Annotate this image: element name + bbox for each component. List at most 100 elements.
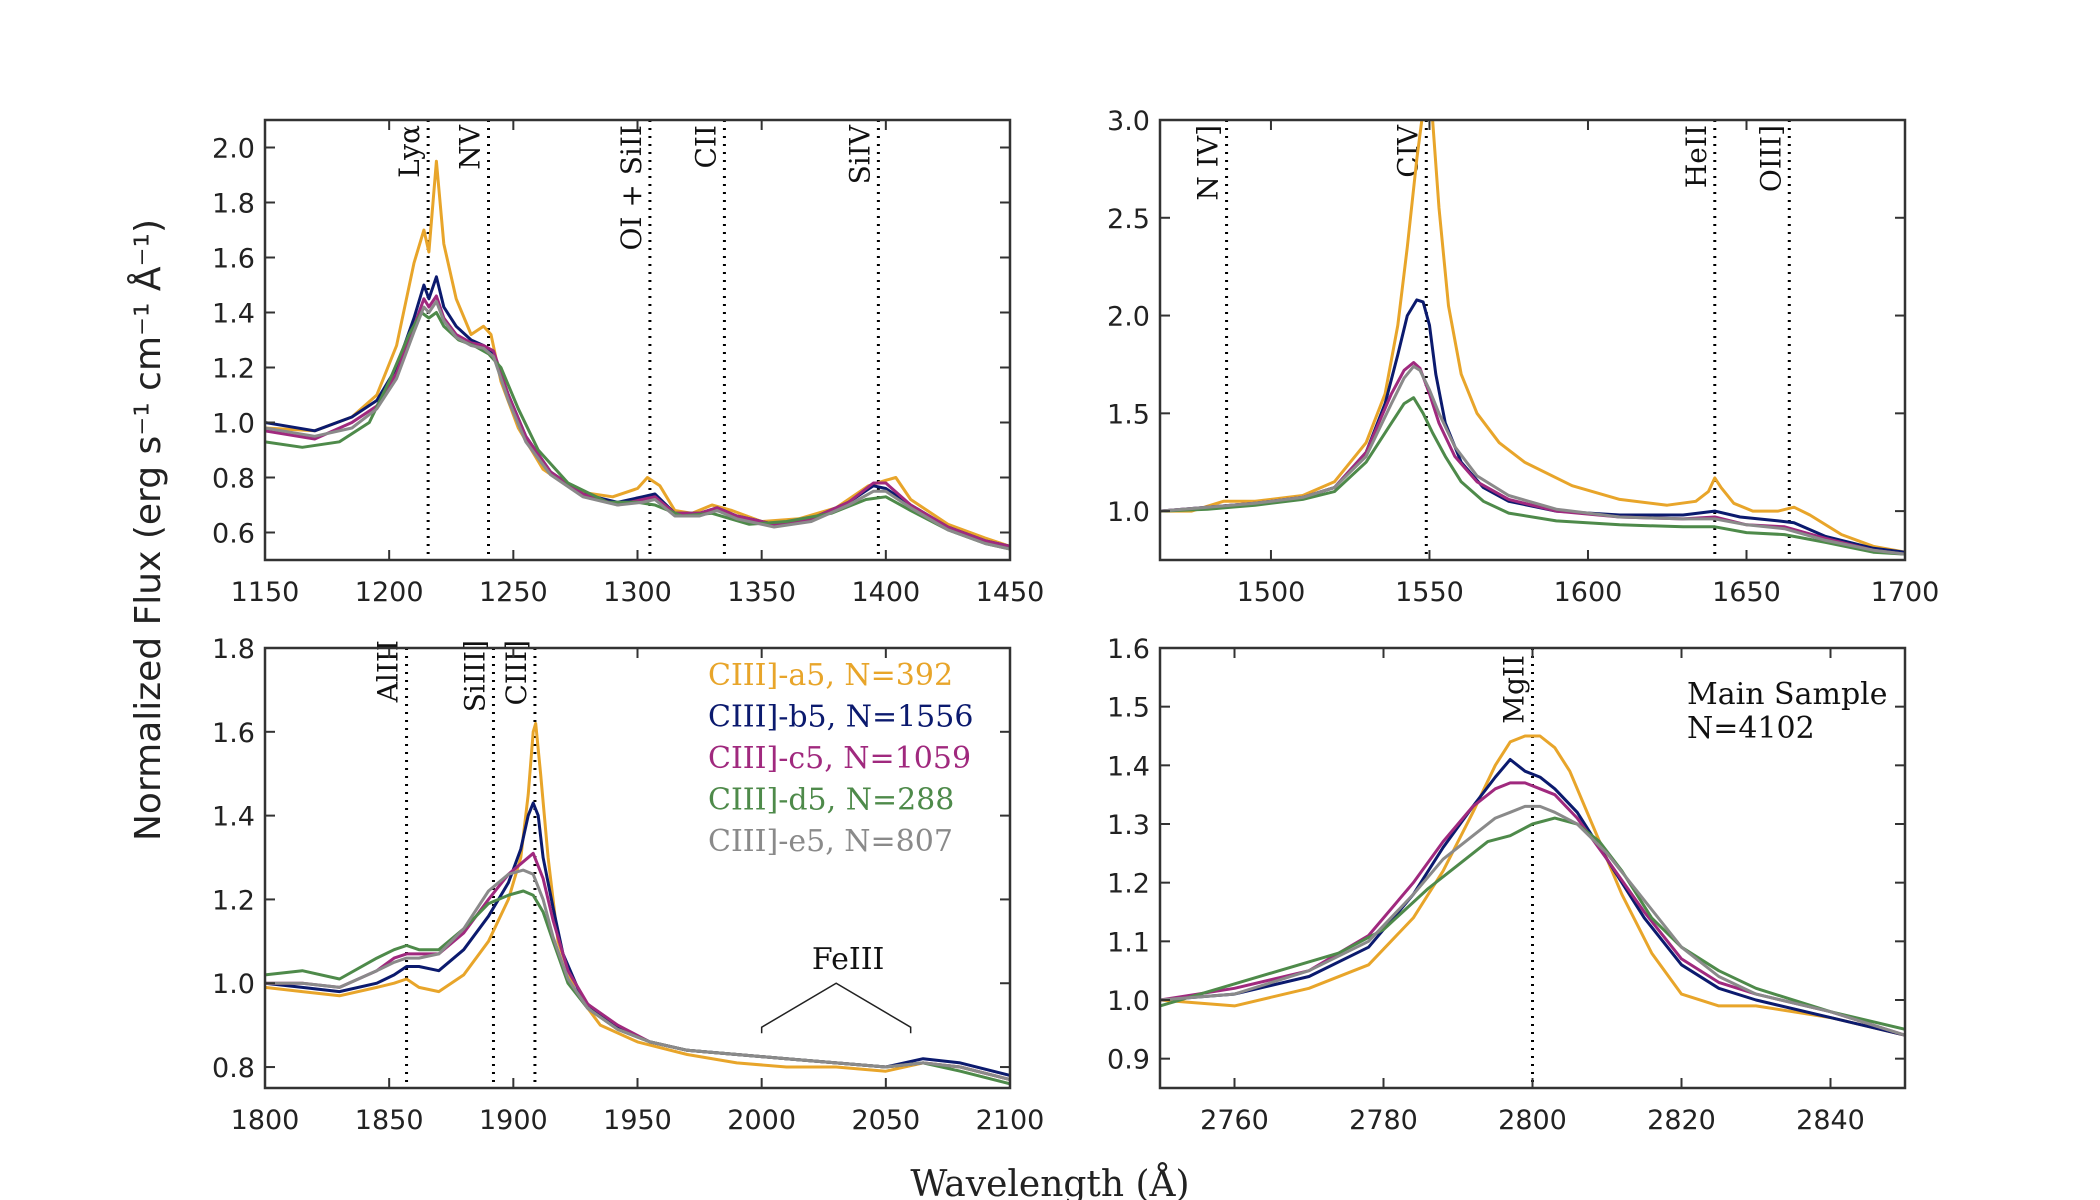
series-line-e5 — [1160, 804, 1905, 1037]
x-tick-label: 2000 — [727, 1105, 796, 1136]
series-line-e5 — [265, 300, 1010, 551]
y-tick-label: 3.0 — [1107, 106, 1150, 137]
series-group — [265, 721, 1010, 1086]
x-tick-label: 2800 — [1498, 1105, 1567, 1136]
y-tick-label: 1.0 — [212, 409, 255, 440]
emission-line-label: SiIII] — [458, 640, 491, 712]
x-tick-label: 1600 — [1554, 577, 1623, 608]
y-tick-label: 1.5 — [1107, 693, 1150, 724]
x-tick-label: 2780 — [1349, 1105, 1418, 1136]
x-tick-label: 1200 — [355, 577, 424, 608]
emission-line-label: MgII — [1498, 655, 1531, 724]
y-tick-label: 0.8 — [212, 464, 255, 495]
y-tick-label: 1.0 — [1107, 986, 1150, 1017]
y-tick-label: 1.4 — [1107, 751, 1150, 782]
series-line-a5 — [265, 721, 1010, 1082]
x-tick-label: 2840 — [1796, 1105, 1865, 1136]
y-tick-label: 1.2 — [212, 885, 255, 916]
x-tick-label: 2100 — [976, 1105, 1045, 1136]
series-line-c5 — [265, 294, 1010, 548]
feiii-bracket — [760, 982, 912, 1034]
y-tick-label: 0.8 — [212, 1053, 255, 1084]
x-axis-title: Wavelength (Å) — [910, 1163, 1189, 1200]
x-tick-label: 1400 — [851, 577, 920, 608]
legend-entry-a5: CIII]-a5, N=392 — [708, 658, 953, 693]
main-sample-label: Main Sample — [1687, 677, 1888, 712]
y-tick-label: 0.6 — [212, 519, 255, 550]
panel-frame — [1158, 118, 1907, 562]
x-tick-label: 2820 — [1647, 1105, 1716, 1136]
x-tick-label: 1250 — [479, 577, 548, 608]
series-line-d5 — [265, 311, 1010, 551]
panel-p1: Lyα NV OI + SiII CII SiIV 1150 1200 1250 1300 135… — [212, 118, 1045, 608]
x-tick-label: 1150 — [231, 577, 300, 608]
emission-line-label: HeII — [1680, 125, 1713, 188]
y-tick-label: 1.1 — [1107, 927, 1150, 958]
x-tick-label: 1700 — [1871, 577, 1940, 608]
y-tick-label: 2.0 — [212, 134, 255, 165]
panel-p2: N IV] CIV HeII OIII]1500 1550 1600 1650 17001.0… — [1107, 106, 1940, 608]
x-tick-label: 1500 — [1237, 577, 1306, 608]
y-tick-label: 0.9 — [1107, 1045, 1150, 1076]
x-tick-label: 1800 — [231, 1105, 300, 1136]
emission-line-label: SiIV — [843, 124, 876, 184]
y-tick-label: 2.5 — [1107, 204, 1150, 235]
emission-line-label: OIII] — [1754, 125, 1787, 192]
y-axis-title: Normalized Flux (erg s⁻¹ cm⁻¹ Å⁻¹) — [126, 219, 169, 841]
emission-line-label: AlIII — [372, 640, 405, 703]
series-line-c5 — [1160, 361, 1905, 556]
series-line-d5 — [1160, 816, 1905, 1031]
series-line-e5 — [265, 868, 1010, 1082]
emission-line-label: OI + SiII — [615, 125, 648, 251]
legend-entry-d5: CIII]-d5, N=288 — [708, 783, 954, 818]
series-line-b5 — [265, 275, 1010, 548]
x-tick-label: 1900 — [479, 1105, 548, 1136]
series-group — [265, 159, 1010, 551]
y-tick-label: 1.2 — [1107, 869, 1150, 900]
x-tick-label: 1650 — [1712, 577, 1781, 608]
y-tick-label: 1.4 — [212, 299, 255, 330]
y-tick-label: 1.6 — [212, 718, 255, 749]
series-group — [1160, 734, 1905, 1037]
x-tick-label: 1350 — [727, 577, 796, 608]
emission-line-label: N IV] — [1192, 125, 1225, 201]
x-tick-label: 1550 — [1395, 577, 1464, 608]
x-tick-label: 1450 — [976, 577, 1045, 608]
panel-p4: MgII 2760 2780 2800 2820 2840 0.9 1.0 1.1 1.2 1.3 1… — [1107, 634, 1907, 1136]
y-tick-label: 1.4 — [212, 802, 255, 833]
series-line-b5 — [1160, 298, 1905, 554]
x-tick-label: 2760 — [1200, 1105, 1269, 1136]
panel-p3: AlIII SiIII] CIII] 1800 1850 1900 1950 2000 2050… — [212, 634, 1044, 1136]
series-line-b5 — [1160, 758, 1905, 1037]
y-tick-label: 1.6 — [212, 244, 255, 275]
legend-entry-b5: CIII]-b5, N=1556 — [708, 700, 973, 735]
x-tick-label: 2050 — [851, 1105, 920, 1136]
legend-entry-e5: CIII]-e5, N=807 — [708, 824, 953, 859]
series-line-c5 — [265, 851, 1010, 1082]
emission-line-label: Lyα — [393, 125, 426, 178]
y-tick-label: 1.6 — [1107, 634, 1150, 665]
series-line-d5 — [1160, 396, 1905, 556]
y-tick-label: 1.8 — [212, 634, 255, 665]
feiii-label: FeIII — [812, 942, 884, 977]
y-tick-label: 1.5 — [1107, 399, 1150, 430]
y-tick-label: 2.0 — [1107, 302, 1150, 333]
series-line-a5 — [1160, 120, 1905, 554]
y-tick-label: 1.0 — [212, 969, 255, 1000]
series-line-c5 — [1160, 781, 1905, 1037]
x-tick-label: 1300 — [603, 577, 672, 608]
emission-line-label: CII — [689, 125, 722, 169]
emission-line-label: NV — [454, 124, 487, 170]
emission-line-label: CIII] — [500, 640, 533, 706]
sample-count-label: N=4102 — [1687, 711, 1815, 746]
x-tick-label: 1950 — [603, 1105, 672, 1136]
series-group — [1160, 120, 1905, 556]
y-tick-label: 1.0 — [1107, 497, 1150, 528]
y-tick-label: 1.8 — [212, 189, 255, 220]
y-tick-label: 1.3 — [1107, 810, 1150, 841]
series-line-a5 — [1160, 734, 1905, 1037]
x-tick-label: 1850 — [355, 1105, 424, 1136]
series-line-e5 — [1160, 364, 1905, 556]
y-tick-label: 1.2 — [212, 354, 255, 385]
